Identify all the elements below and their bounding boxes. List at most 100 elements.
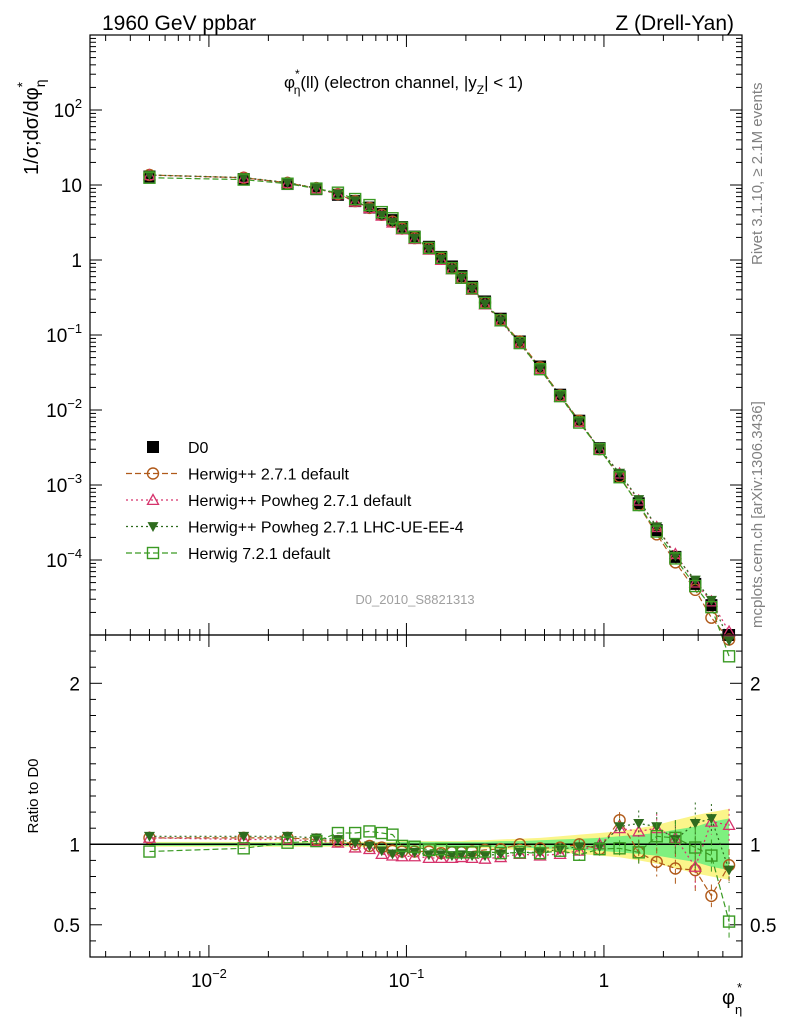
data-point-herwig7 — [669, 831, 682, 845]
data-point-herwig7 — [632, 846, 645, 859]
ratio-ylabel: Ratio to D0 — [25, 758, 42, 833]
tick-mantissa: 10 — [46, 551, 67, 572]
data-point-herwig7 — [705, 849, 718, 862]
data-point-herwig7 — [422, 843, 436, 857]
data-point-powheg-ue — [435, 254, 447, 265]
tick-mantissa: 1 — [599, 971, 610, 992]
data-point-powheg-ue — [495, 849, 507, 860]
xlabel-main: φ — [722, 987, 735, 1009]
data-point-herwig7 — [573, 848, 586, 861]
data-point-herwig7 — [143, 845, 156, 858]
title-sub: Z — [477, 83, 484, 97]
data-point-herwig7 — [613, 471, 626, 484]
data-point-powheg-ue — [594, 444, 606, 455]
data-point-powheg — [362, 842, 377, 855]
ratio-y-tick-label-right: 0.5 — [750, 916, 776, 937]
data-point-herwigpp — [650, 855, 663, 869]
data-point-herwig7 — [310, 182, 323, 195]
data-point-powheg-ue — [455, 273, 467, 284]
data-point-herwig7 — [408, 840, 421, 853]
data-point-herwigpp — [705, 889, 718, 903]
legend-label: Herwig++ Powheg 2.7.1 LHC-UE-EE-4 — [188, 520, 464, 537]
tick-mantissa: 10 — [191, 971, 212, 992]
data-point-herwig7 — [435, 251, 448, 264]
title-star: * — [295, 67, 300, 81]
data-point-herwig7 — [386, 212, 399, 225]
tick-mantissa: 10 — [54, 101, 75, 122]
data-point-herwig7 — [445, 261, 459, 275]
data-point-herwig7 — [533, 362, 547, 376]
data-point-d0 — [147, 441, 159, 453]
data-point-herwig7 — [348, 826, 362, 840]
tick-exponent: −3 — [67, 471, 82, 486]
data-point-herwig7 — [331, 826, 345, 840]
x-tick-label: 10−1 — [388, 966, 424, 992]
data-point-herwig7 — [632, 498, 645, 512]
data-point-powheg — [533, 848, 547, 861]
data-point-powheg-ue — [409, 233, 421, 244]
data-point-powheg-ue — [669, 551, 681, 562]
data-point-powheg-ue — [573, 416, 585, 427]
data-point-herwig7 — [445, 846, 459, 859]
data-point-herwig7 — [146, 546, 160, 560]
data-point-powheg-ue — [386, 849, 398, 860]
data-point-herwig7 — [348, 192, 362, 206]
data-point-powheg — [422, 851, 436, 864]
tick-exponent: −1 — [410, 966, 425, 981]
tick-mantissa: 10 — [388, 971, 409, 992]
data-point-powheg — [348, 840, 362, 853]
header-left: 1960 GeV ppbar — [102, 12, 256, 35]
data-point-powheg-ue — [534, 363, 546, 374]
data-point-powheg-ue — [386, 217, 398, 228]
ratio-y-tick-label-right: 1 — [750, 835, 761, 856]
data-point-herwig7 — [465, 846, 479, 859]
tick-mantissa: 10 — [61, 176, 82, 197]
data-point-powheg-ue — [705, 814, 717, 825]
data-point-herwig7 — [465, 282, 479, 295]
data-point-powheg-ue — [446, 851, 458, 862]
y-tick-label: 1 — [71, 251, 82, 272]
data-point-herwig7 — [494, 314, 507, 327]
data-point-powheg-ue — [349, 196, 361, 207]
x-tick-label: 10−2 — [191, 966, 227, 992]
data-point-powheg-ue — [479, 851, 491, 862]
data-point-powheg — [395, 849, 409, 862]
ratio-xlabel: φ * η — [722, 980, 742, 1017]
data-point-herwig7 — [408, 230, 421, 244]
ylabel-main: 1/σ;dσ/dφ — [21, 87, 43, 175]
ratio-panel: 0.5 0.51 12 210−2 10−1 1 Ratio to D0 φ * η — [25, 634, 776, 1017]
data-point-powheg-ue — [495, 316, 507, 327]
data-point-powheg — [688, 860, 702, 872]
data-point-herwig7 — [722, 915, 736, 928]
data-point-powheg — [375, 847, 389, 860]
tick-exponent: −2 — [212, 966, 227, 981]
data-point-herwig7 — [143, 171, 156, 184]
data-point-powheg-ue — [573, 842, 585, 853]
legend-label: Herwig 7.2.1 default — [188, 546, 331, 563]
data-point-powheg-ue — [363, 841, 375, 852]
data-point-powheg-ue — [723, 636, 735, 647]
data-point-herwigpp — [146, 467, 160, 480]
data-point-powheg — [722, 818, 736, 831]
tick-exponent: −2 — [67, 396, 82, 411]
data-point-powheg-ue — [310, 183, 322, 194]
data-point-powheg-ue — [363, 203, 375, 214]
data-point-powheg — [454, 850, 469, 863]
tick-exponent: −1 — [67, 321, 82, 336]
data-point-herwig7 — [478, 296, 492, 310]
data-point-herwig7 — [689, 579, 702, 593]
series-line — [149, 174, 730, 641]
tick-exponent: 2 — [75, 96, 82, 111]
data-point-herwig7 — [669, 552, 682, 565]
data-point-herwig7 — [650, 525, 663, 538]
data-point-herwig7 — [395, 221, 409, 234]
data-point-powheg — [385, 848, 400, 861]
data-point-powheg-ue — [238, 831, 250, 842]
data-point-powheg-ue — [466, 851, 478, 862]
data-point-herwig7 — [533, 846, 547, 860]
data-point-herwig7 — [422, 241, 436, 255]
data-point-powheg — [309, 834, 323, 847]
main-ylabel: 1/σ;dσ/dφη* — [14, 80, 48, 176]
data-point-herwig7 — [722, 650, 736, 663]
